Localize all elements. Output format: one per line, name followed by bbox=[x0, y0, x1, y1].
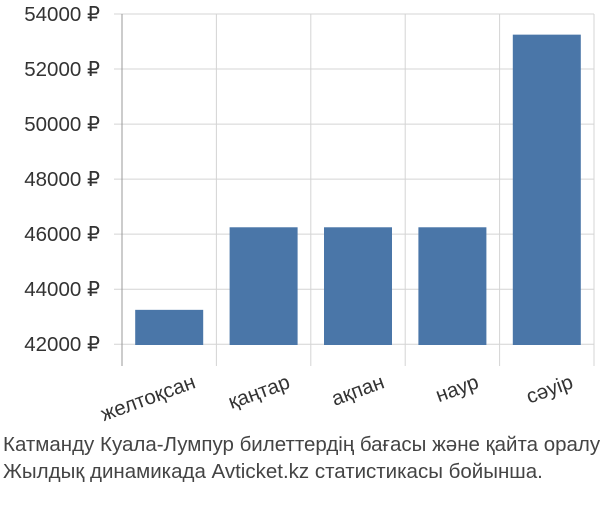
x-tick-label: қаңтар bbox=[225, 370, 293, 413]
bar bbox=[512, 34, 581, 345]
caption-line-1: Катманду Куала-Лумпур билеттердің бағасы… bbox=[3, 433, 600, 456]
x-tick-label: наур bbox=[433, 370, 482, 407]
y-tick-label: 42000 ₽ bbox=[24, 333, 100, 356]
x-tick-label: ақпан bbox=[329, 370, 388, 410]
bar-layer bbox=[135, 34, 581, 345]
y-tick-label: 52000 ₽ bbox=[24, 58, 100, 81]
bar bbox=[229, 227, 298, 345]
x-tick-label: сәуір bbox=[523, 370, 576, 408]
y-tick-label: 48000 ₽ bbox=[24, 168, 100, 191]
grid-layer bbox=[114, 13, 595, 366]
x-tick-label: желтоқсан bbox=[98, 370, 199, 425]
y-tick-label: 46000 ₽ bbox=[24, 223, 100, 246]
label-layer: 42000 ₽ 44000 ₽ 46000 ₽ 48000 ₽ 50000 ₽ 52000… bbox=[24, 3, 576, 426]
bar bbox=[418, 227, 487, 345]
y-tick-label: 44000 ₽ bbox=[24, 278, 100, 301]
bar bbox=[135, 309, 204, 345]
bar bbox=[324, 227, 392, 345]
y-tick-label: 54000 ₽ bbox=[24, 3, 100, 26]
y-tick-label: 50000 ₽ bbox=[24, 113, 100, 136]
caption-line-2: Жылдық динамикада Avticket.kz статистика… bbox=[3, 460, 543, 483]
